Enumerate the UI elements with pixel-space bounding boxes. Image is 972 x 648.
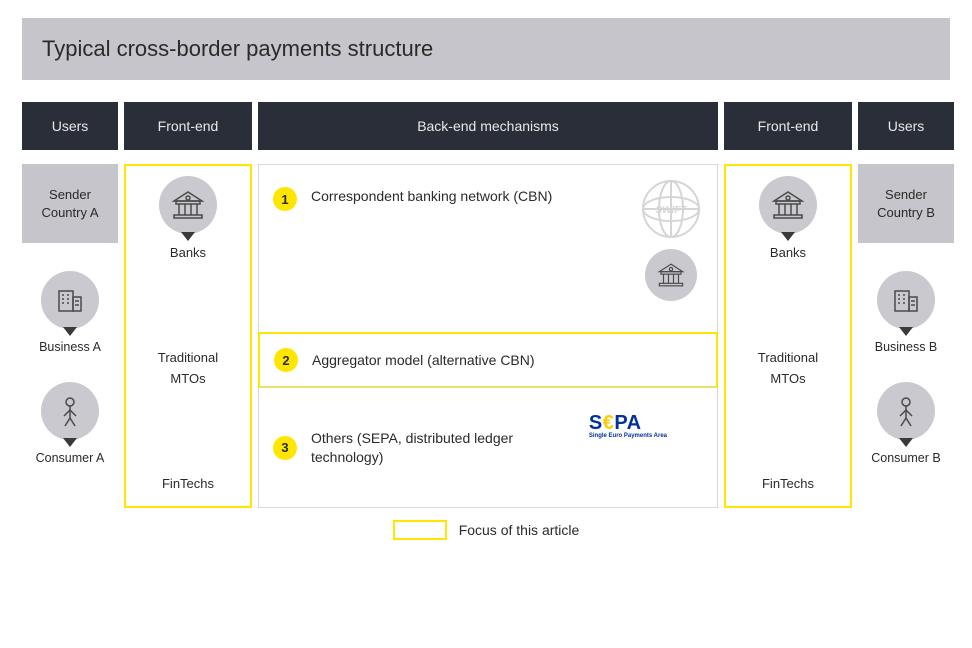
sender-b-line2: Country B <box>862 204 950 222</box>
badge-1: 1 <box>273 187 297 211</box>
users-column-left: Sender Country A Business A <box>22 164 118 508</box>
column-headers: Users Front-end Back-end mechanisms Fron… <box>22 102 950 150</box>
header-frontend-right: Front-end <box>724 102 852 150</box>
bank-icon <box>159 176 217 234</box>
consumer-b: Consumer B <box>858 382 954 465</box>
frontend-column-right: Banks Traditional MTOs FinTechs <box>724 164 852 508</box>
person-icon <box>41 382 99 440</box>
bank-icon <box>759 176 817 234</box>
swift-text: SWIFT <box>655 205 687 216</box>
page-title: Typical cross-border payments structure <box>22 18 950 80</box>
fintechs-right-label: FinTechs <box>762 476 814 492</box>
sepa-s: S <box>589 412 603 434</box>
mechanism-2-label: Aggregator model (alternative CBN) <box>312 351 535 369</box>
consumer-a: Consumer A <box>22 382 118 465</box>
business-a: Business A <box>22 271 118 354</box>
header-users-right: Users <box>858 102 954 150</box>
backend-column: 1 Correspondent banking network (CBN) SW… <box>258 164 718 508</box>
legend-label: Focus of this article <box>459 522 580 538</box>
mtos-left: Traditional MTOs <box>158 346 218 387</box>
building-icon <box>41 271 99 329</box>
sender-a-line2: Country A <box>26 204 114 222</box>
business-b-label: Business B <box>875 340 938 354</box>
bank-mini-icon <box>645 249 697 301</box>
mechanism-1: 1 Correspondent banking network (CBN) SW… <box>259 165 717 333</box>
banks-left-label: Banks <box>159 245 217 261</box>
mechanism-2: 2 Aggregator model (alternative CBN) <box>258 332 718 388</box>
fintechs-right: FinTechs <box>762 472 814 492</box>
sender-a-line1: Sender <box>26 186 114 204</box>
sender-country-b: Sender Country B <box>858 164 954 243</box>
sepa-sub: Single Euro Payments Area <box>589 433 667 439</box>
banks-left: Banks <box>159 176 217 261</box>
frontend-column-left: Banks Traditional MTOs FinTechs <box>124 164 252 508</box>
swift-globe-icon: SWIFT <box>639 177 703 241</box>
header-users-left: Users <box>22 102 118 150</box>
mechanism-3: 3 Others (SEPA, distributed ledger techn… <box>259 387 717 507</box>
mtos-right: Traditional MTOs <box>758 346 818 387</box>
fintechs-left-label: FinTechs <box>162 476 214 492</box>
person-icon <box>877 382 935 440</box>
fintechs-left: FinTechs <box>162 472 214 492</box>
consumer-a-label: Consumer A <box>36 451 105 465</box>
sender-country-a: Sender Country A <box>22 164 118 243</box>
business-b: Business B <box>858 271 954 354</box>
mtos-right-line2: MTOs <box>758 371 818 387</box>
sepa-e: € <box>603 412 615 434</box>
badge-3: 3 <box>273 436 297 460</box>
business-a-label: Business A <box>39 340 101 354</box>
legend: Focus of this article <box>22 520 950 540</box>
consumer-b-label: Consumer B <box>871 451 940 465</box>
legend-swatch <box>393 520 447 540</box>
sepa-pa: PA <box>614 412 641 434</box>
badge-2: 2 <box>274 348 298 372</box>
mechanism-3-label: Others (SEPA, distributed ledger technol… <box>311 429 571 465</box>
header-backend: Back-end mechanisms <box>258 102 718 150</box>
sepa-logo: S€PA Single Euro Payments Area <box>589 412 667 439</box>
sender-b-line1: Sender <box>862 186 950 204</box>
banks-right: Banks <box>759 176 817 261</box>
building-icon <box>877 271 935 329</box>
mechanism-1-label: Correspondent banking network (CBN) <box>311 187 552 205</box>
diagram-body: Sender Country A Business A <box>22 164 950 508</box>
mtos-right-line1: Traditional <box>758 350 818 366</box>
header-frontend-left: Front-end <box>124 102 252 150</box>
mtos-left-line2: MTOs <box>158 371 218 387</box>
users-column-right: Sender Country B Business B <box>858 164 954 508</box>
banks-right-label: Banks <box>759 245 817 261</box>
mtos-left-line1: Traditional <box>158 350 218 366</box>
